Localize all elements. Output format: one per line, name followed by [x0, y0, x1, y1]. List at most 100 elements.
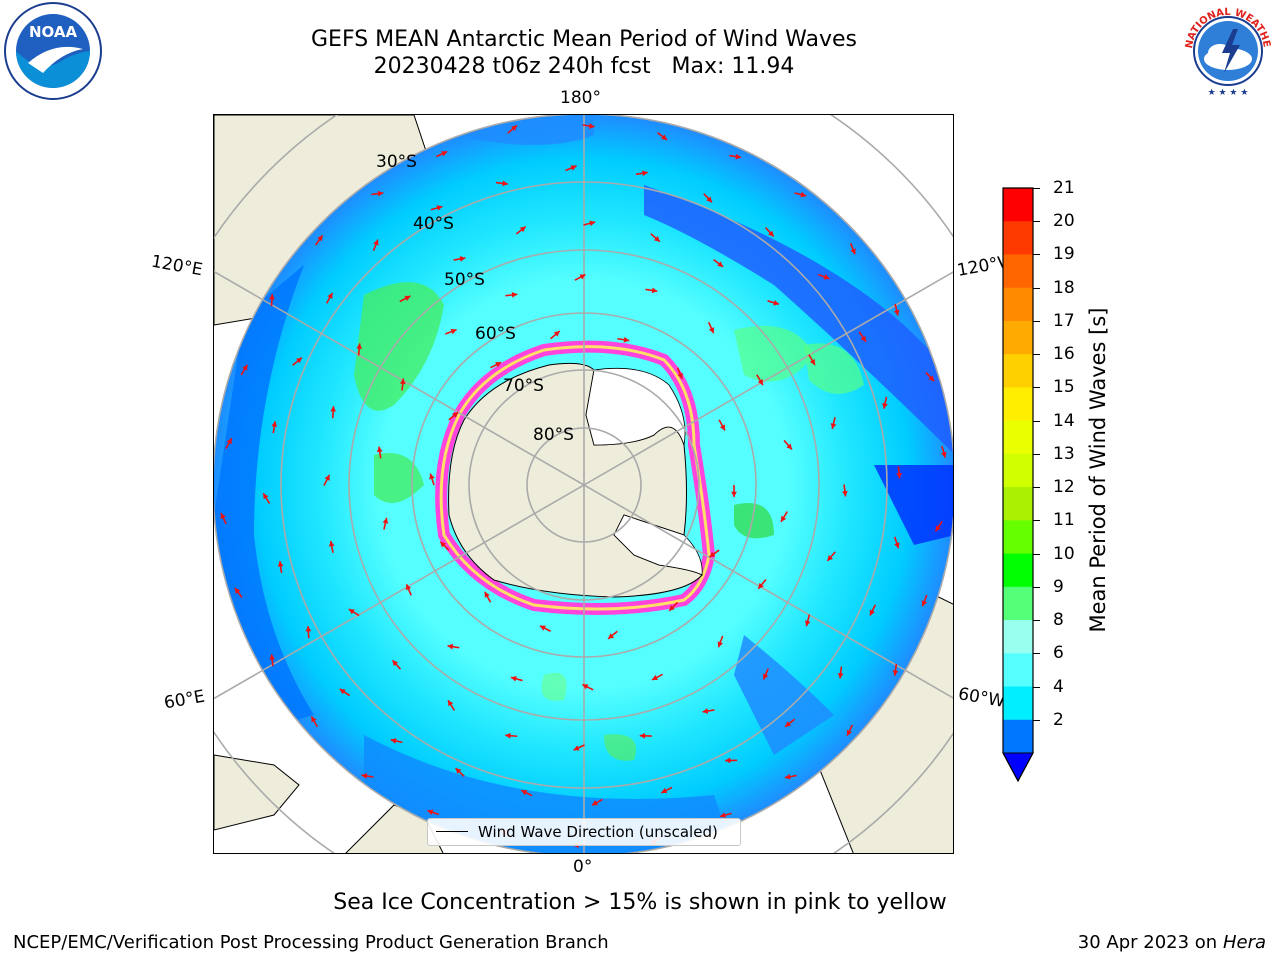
lon-label-120e: 120°E: [149, 251, 205, 281]
wind-wave-arrow-head: [452, 412, 459, 418]
colorbar-label: Mean Period of Wind Waves [s]: [1086, 307, 1110, 633]
wind-wave-arrow-head: [450, 328, 457, 335]
colorbar-tick-label: 20: [1053, 211, 1075, 232]
colorbar-tick-label: 10: [1053, 543, 1075, 564]
wind-wave-arrow-head: [305, 626, 312, 632]
wind-wave-arrow-head: [639, 732, 646, 739]
wind-wave-arrow-head: [361, 773, 368, 779]
colorbar-tick: [1033, 453, 1040, 455]
wind-wave-arrow-head: [869, 609, 875, 616]
wind-wave-arrow-head: [521, 790, 528, 796]
wind-wave-arrow-head: [784, 773, 791, 780]
colorbar-tick-label: 6: [1053, 643, 1064, 664]
legend-line-icon: [436, 831, 468, 832]
wind-wave-arrow-head: [348, 609, 355, 615]
footer-machine: Hera: [1222, 932, 1266, 953]
wind-wave-arrow-head: [725, 757, 731, 764]
wind-wave-arrow-head: [317, 235, 323, 242]
colorbar-tick-label: 2: [1053, 709, 1064, 730]
wind-wave-arrow-head: [277, 561, 284, 567]
colorbar-segment: [1003, 354, 1033, 388]
wind-wave-arrow-head: [399, 378, 406, 385]
colorbar-tick-label: 12: [1053, 477, 1075, 498]
wind-wave-arrow-head: [328, 540, 335, 547]
lat-label-80s: 80°S: [533, 425, 574, 445]
wind-wave-arrow-head: [269, 294, 275, 300]
wind-wave-arrow-head: [570, 165, 577, 171]
wind-wave-arrow-head: [436, 205, 443, 211]
wind-wave-arrow-head: [448, 700, 454, 707]
colorbar-segment: [1003, 686, 1033, 721]
wind-wave-arrow-head: [935, 525, 941, 532]
colorbar-segment: [1003, 420, 1033, 455]
colorbar-tick-label: 8: [1053, 610, 1064, 631]
colorbar-extend-triangle: [1002, 752, 1034, 783]
wind-wave-arrow-head: [324, 474, 330, 481]
wind-wave-arrow-head: [652, 674, 659, 681]
wind-wave-arrow-head: [404, 295, 411, 301]
chart-title: GEFS MEAN Antarctic Mean Period of Wind …: [0, 26, 1168, 80]
wind-wave-arrow-head: [653, 236, 660, 242]
wind-wave-arrow-head: [804, 620, 811, 627]
wind-wave-arrow-head: [731, 491, 737, 497]
wind-wave-arrows: [220, 123, 947, 849]
colorbar-segment: [1003, 188, 1033, 222]
wind-wave-arrow-head: [505, 732, 511, 739]
wind-wave-arrow-head: [846, 729, 853, 736]
wind-wave-arrow-head: [296, 357, 302, 364]
graticule: [214, 115, 953, 853]
wind-wave-arrow-head: [539, 625, 546, 631]
wind-wave-arrow-head: [588, 123, 595, 129]
colorbar-segment: [1003, 254, 1033, 289]
wind-wave-arrow-head: [892, 670, 899, 676]
wind-wave-arrow-head: [582, 684, 589, 690]
noaa-logo-text: NOAA: [29, 23, 78, 41]
colorbar-tick-label: 18: [1053, 277, 1075, 298]
colorbar-tick-label: 9: [1053, 576, 1064, 597]
wind-wave-arrow-head: [757, 379, 763, 386]
wind-wave-arrow-head: [390, 738, 397, 744]
wind-wave-arrow-head: [495, 362, 502, 368]
colorbar-segment: [1003, 620, 1033, 654]
wind-wave-arrow-head: [669, 605, 675, 611]
lat-label-40s: 40°S: [413, 214, 454, 234]
colorbar-tick: [1033, 188, 1040, 189]
wind-wave-arrow-head: [651, 287, 658, 294]
wind-wave-arrow-head: [661, 787, 668, 794]
wind-wave-arrow-head: [271, 421, 278, 427]
wind-wave-arrow-head: [762, 673, 769, 680]
colorbar-tick: [1033, 487, 1040, 489]
wind-wave-arrow-head: [327, 292, 333, 299]
wind-wave-arrow-head: [642, 170, 648, 177]
wind-wave-arrow-head: [330, 406, 337, 412]
wind-wave-arrow-head: [894, 542, 900, 549]
wind-wave-arrow-head: [921, 600, 928, 607]
colorbar-outline: [1002, 187, 1034, 783]
colorbar-tick-label: 15: [1053, 377, 1075, 398]
colorbar-segment: [1003, 719, 1033, 754]
colorbar-tick: [1033, 254, 1040, 256]
colorbar-segment: [1003, 287, 1033, 322]
wind-wave-arrow-head: [837, 672, 844, 679]
sea-ice-ring: [435, 340, 716, 615]
legend-label: Wind Wave Direction (unscaled): [478, 823, 718, 841]
wind-wave-arrow-head: [800, 191, 807, 198]
nws-logo: NATIONAL WEATHER SERVICE ★ ★ ★ ★: [1174, 0, 1278, 101]
footer-date-text: 30 Apr 2023 on: [1077, 932, 1223, 953]
wind-wave-arrow-head: [719, 424, 725, 431]
wind-wave-arrow-head: [780, 515, 787, 522]
wind-wave-arrow-head: [447, 643, 454, 650]
wind-wave-arrow-head: [860, 335, 867, 342]
footer-credit: NCEP/EMC/Verification Post Processing Pr…: [13, 932, 609, 953]
wind-wave-arrow-head: [573, 745, 580, 751]
colorbar-tick: [1033, 620, 1040, 622]
wind-wave-arrow-head: [429, 473, 435, 480]
wind-wave-arrow-head: [735, 153, 742, 160]
wind-wave-arrow-head: [928, 375, 935, 382]
colorbar-tick: [1033, 221, 1040, 223]
colorbar-tick: [1033, 354, 1040, 356]
wind-wave-arrow-head: [226, 438, 232, 445]
wind-wave-arrow-head: [708, 327, 715, 334]
wind-wave-arrow-head: [373, 239, 379, 246]
wind-wave-arrow-head: [377, 190, 384, 197]
